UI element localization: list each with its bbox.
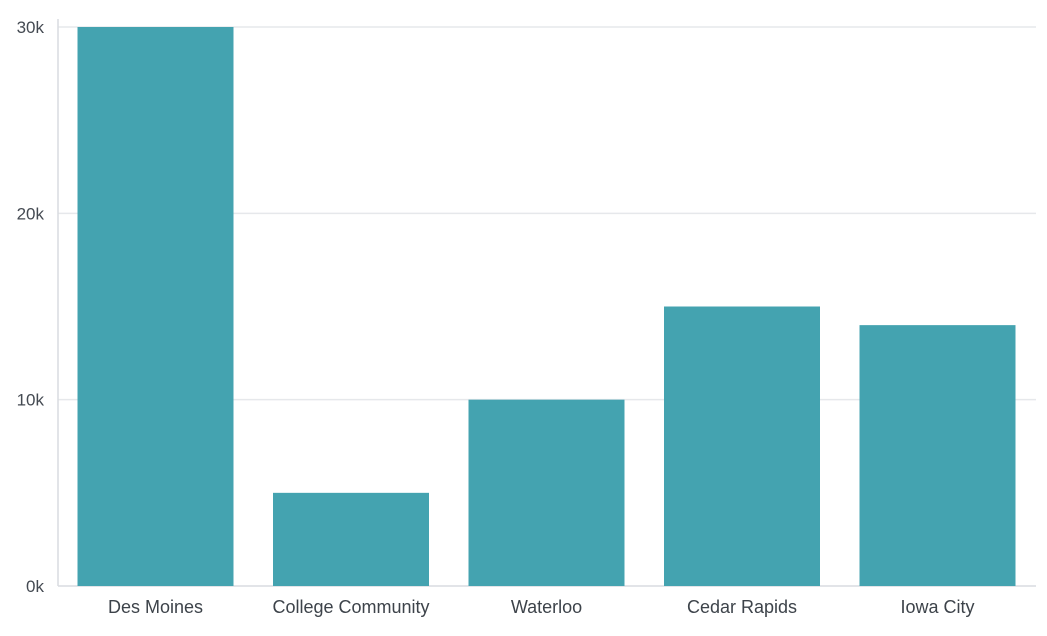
y-tick-label: 10k	[17, 391, 45, 410]
bar	[273, 492, 429, 586]
y-axis-ticks: 0k 10k 20k 30k	[17, 18, 45, 596]
bar	[468, 399, 625, 586]
y-tick-label: 30k	[17, 18, 45, 37]
y-tick-label: 0k	[26, 577, 44, 596]
x-tick-label: Waterloo	[511, 597, 582, 617]
x-tick-label: College Community	[272, 597, 429, 617]
x-tick-label: Iowa City	[900, 597, 974, 617]
bars	[77, 27, 1016, 586]
x-tick-label: Cedar Rapids	[687, 597, 797, 617]
bar	[859, 325, 1016, 586]
bar	[77, 27, 234, 586]
bar	[664, 306, 820, 586]
y-tick-label: 20k	[17, 204, 45, 223]
x-axis-labels: Des Moines College Community Waterloo Cedar…	[108, 597, 975, 617]
x-tick-label: Des Moines	[108, 597, 203, 617]
